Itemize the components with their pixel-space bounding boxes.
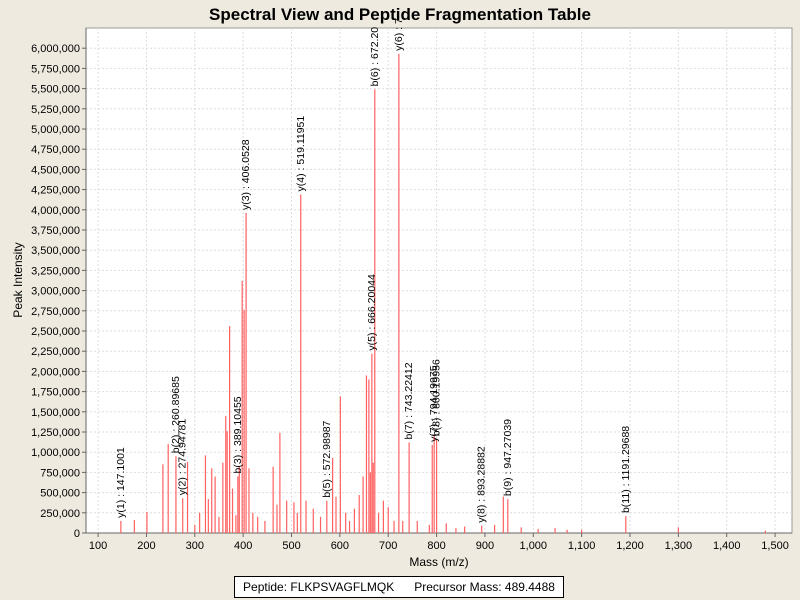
y-tick-label: 5,000,000: [31, 124, 80, 136]
x-tick-label: 1,500: [761, 540, 789, 552]
x-tick-label: 900: [476, 540, 494, 552]
peak-annotation: y(5) : 666.20044: [366, 274, 378, 351]
x-tick-label: 200: [137, 540, 155, 552]
y-tick-label: 500,000: [40, 488, 80, 500]
y-tick-label: 3,250,000: [31, 265, 80, 277]
y-tick-label: 3,500,000: [31, 245, 80, 257]
x-tick-label: 300: [186, 540, 204, 552]
y-tick-label: 2,750,000: [31, 306, 80, 318]
peak-annotation: y(6) : 7: [393, 18, 405, 51]
peak-annotation: y(2) : 274.94781: [177, 419, 189, 496]
peak-annotation: b(11) : 1191.29688: [620, 426, 632, 513]
peak-annotation: b(7) : 743.22412: [403, 362, 415, 439]
peak-annotation: b(2) : 260.89685: [170, 376, 182, 453]
y-tick-label: 4,000,000: [31, 205, 80, 217]
x-tick-label: 400: [234, 540, 252, 552]
x-tick-label: 700: [379, 540, 397, 552]
peptide-label: Peptide: FLKPSVAGFLMQK: [243, 580, 395, 594]
y-tick-label: 1,500,000: [31, 407, 80, 419]
y-axis-label: Peak Intensity: [11, 242, 25, 317]
y-tick-label: 2,250,000: [31, 346, 80, 358]
y-tick-label: 4,750,000: [31, 144, 80, 156]
x-tick-label: 1,200: [616, 540, 644, 552]
y-tick-label: 1,250,000: [31, 427, 80, 439]
peak-annotation: y(7) : 794.19975: [428, 365, 440, 442]
y-tick-label: 3,750,000: [31, 225, 80, 237]
peak-annotation: b(3) : 389.10455: [232, 396, 244, 473]
x-axis-label: Mass (m/z): [409, 555, 468, 569]
y-tick-label: 2,000,000: [31, 366, 80, 378]
peak-annotation: y(8) : 893.28882: [476, 446, 488, 523]
y-tick-label: 5,250,000: [31, 104, 80, 116]
y-tick-label: 2,500,000: [31, 326, 80, 338]
y-tick-label: 5,500,000: [31, 84, 80, 96]
peak-annotation: y(1) : 147.1001: [115, 447, 127, 518]
grid-layer: [86, 28, 792, 533]
peak-annotation: b(9) : 947.27039: [502, 419, 514, 496]
peaks-layer: [120, 53, 767, 533]
y-tick-label: 4,500,000: [31, 164, 80, 176]
y-tick-label: 6,000,000: [31, 43, 80, 55]
y-tick-label: 250,000: [40, 508, 80, 520]
x-tick-label: 1,100: [568, 540, 596, 552]
axis-layer: 0 250,000 500,000 750,000 1,000,000 1,250,000…: [31, 28, 792, 552]
x-tick-label: 100: [89, 540, 107, 552]
peak-annotation: b(6) : 672.20: [369, 27, 381, 87]
peak-annotation: y(3) : 406.0528: [240, 139, 252, 210]
y-tick-label: 1,750,000: [31, 387, 80, 399]
peak-annotation: b(5) : 572.98987: [321, 420, 333, 497]
x-tick-label: 1,000: [520, 540, 548, 552]
x-tick-label: 1,300: [665, 540, 693, 552]
peak-annotation: y(4) : 519.11951: [295, 116, 307, 192]
peak-annotation: b(8) : 800.19956: [431, 359, 443, 436]
plot-area: [85, 27, 793, 534]
y-tick-label: 750,000: [40, 467, 80, 479]
y-tick-label: 1,000,000: [31, 447, 80, 459]
y-tick-label: 5,750,000: [31, 63, 80, 75]
x-tick-label: 600: [331, 540, 349, 552]
y-tick-label: 4,250,000: [31, 185, 80, 197]
x-tick-label: 800: [427, 540, 445, 552]
peptide-info-box: Peptide: FLKPSVAGFLMQK Precursor Mass: 4…: [234, 576, 564, 598]
x-tick-label: 500: [282, 540, 300, 552]
x-tick-label: 1,400: [713, 540, 741, 552]
y-tick-label: 0: [74, 528, 80, 540]
precursor-mass-label: Precursor Mass: 489.4488: [414, 580, 555, 594]
chart-title: Spectral View and Peptide Fragmentation …: [209, 5, 591, 24]
y-tick-label: 3,000,000: [31, 286, 80, 298]
